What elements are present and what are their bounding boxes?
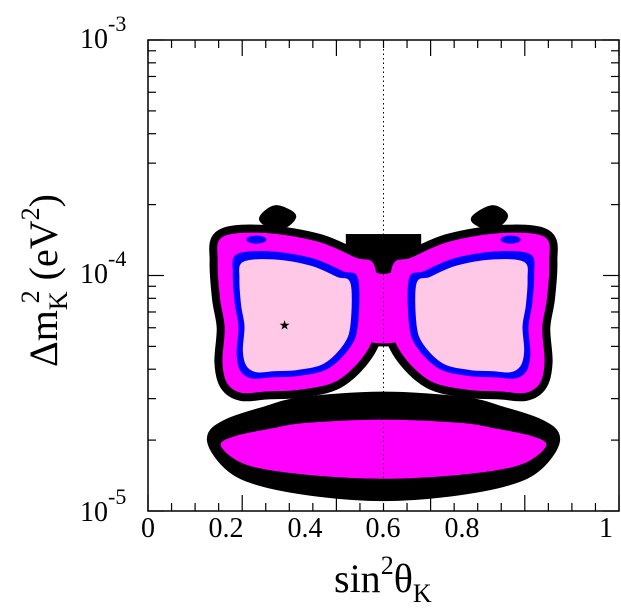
allowed-regions [206,205,561,502]
y-tick-base: 10 [80,497,108,528]
core-lobe-left [239,259,352,373]
y-tick-base: 10 [80,24,108,55]
y-tick-base: 10 [80,259,108,290]
y-tick-labels: 10-5 10-4 10-3 [80,11,126,528]
middle-bridge [355,256,412,344]
outer-island [470,205,509,230]
x-tick-label: 0.4 [288,513,323,544]
x-tick-labels: 0 0.2 0.4 0.6 0.8 1 [141,513,613,544]
core-lobe-right [415,259,528,373]
middle-band [220,419,547,479]
core-lobe-left-shape [239,259,352,373]
y-label-sub: K [44,291,73,310]
core-lobe-right-shape [415,259,528,373]
inner-islet [246,235,267,244]
x-tick-label: 0 [141,513,155,544]
x-tick-label: 0.8 [445,513,480,544]
y-label-unit-open: (eV [21,220,66,290]
x-tick-label: 0.6 [366,513,401,544]
y-label-delta: Δm [21,310,66,367]
middle-band-shape [220,419,547,479]
y-tick-exponent: -4 [108,246,126,271]
outer-island [258,205,297,230]
inner-islet [500,235,521,244]
y-label-sup: 2 [16,290,45,303]
y-label-unit-sup: 2 [16,207,45,220]
x-tick-label: 0.2 [209,513,244,544]
y-axis-label: ΔmK2 (eV2) [16,194,73,367]
y-tick-label: 10-3 [80,11,126,55]
y-tick-exponent: -3 [108,11,126,36]
y-label-unit-close: ) [21,194,66,207]
y-tick-exponent: -5 [108,484,126,509]
y-tick-label: 10-5 [80,484,126,528]
y-tick-label: 10-4 [80,246,126,290]
x-label-sub: K [413,579,432,608]
best-fit-marker: ★ [279,317,291,332]
axis-ticks [147,39,620,512]
x-axis-label: sin2θK [334,551,432,608]
x-label-sup: 2 [381,551,394,580]
x-label-sin: sin [334,556,381,601]
x-tick-label: 1 [599,513,613,544]
x-label-theta: θ [394,556,413,601]
